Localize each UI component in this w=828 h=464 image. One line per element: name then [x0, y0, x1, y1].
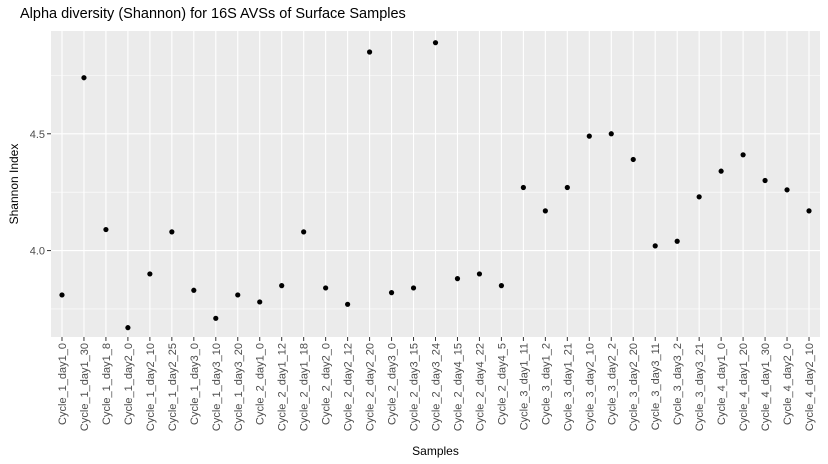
data-point: [806, 208, 812, 214]
data-point: [125, 325, 131, 331]
data-point: [191, 287, 197, 293]
y-tick-label: 4.5: [30, 129, 45, 141]
data-point: [564, 184, 570, 191]
data-point: [520, 184, 526, 191]
x-tick-label: Cycle_2_day4_22: [474, 343, 486, 431]
x-tick-label: Cycle_3_day3_11: [650, 343, 662, 430]
data-point: [454, 276, 461, 282]
x-tick-label: Cycle_2_day4_5: [496, 343, 508, 425]
data-points: [59, 40, 812, 331]
data-point: [235, 292, 241, 298]
x-tick-label: Cycle_3_day1_2: [540, 343, 552, 425]
data-point: [432, 40, 439, 46]
chart-title: Alpha diversity (Shannon) for 16S AVSs o…: [20, 6, 406, 22]
x-tick-label: Cycle_3_day1_11: [518, 343, 530, 430]
x-tick-label: Cycle_2_day1_18: [299, 343, 311, 431]
x-tick-label: Cycle_2_day3_24: [431, 343, 443, 431]
data-point: [147, 271, 153, 277]
data-point: [740, 152, 746, 158]
data-point: [674, 238, 680, 244]
x-tick-label: Cycle_3_day1_21: [562, 343, 574, 431]
x-axis: Cycle_1_day1_0 Cycle_1_day1_30 Cycle_1_day…: [57, 337, 816, 431]
data-point: [59, 292, 65, 298]
data-point: [652, 243, 658, 249]
x-tick-label: Cycle_1_day1_8: [101, 343, 113, 425]
data-point: [103, 226, 109, 233]
data-point: [630, 156, 636, 163]
data-point: [366, 49, 373, 55]
x-tick-label: Cycle_2_day3_0: [387, 343, 399, 425]
data-point: [410, 285, 417, 291]
data-point: [345, 301, 351, 307]
x-tick-label: Cycle_1_day3_0: [189, 343, 201, 425]
data-point: [81, 75, 87, 81]
x-tick-label: Cycle_2_day2_0: [321, 343, 333, 425]
data-point: [257, 299, 263, 305]
data-point: [586, 133, 592, 139]
data-point: [718, 168, 724, 174]
x-tick-label: Cycle_3_day2_2: [606, 343, 618, 425]
y-tick-label: 4.0: [30, 246, 45, 258]
data-point: [762, 177, 768, 184]
x-tick-label: Cycle_3_day3_2: [672, 343, 684, 425]
data-point: [279, 283, 285, 289]
x-axis-title: Samples: [412, 444, 459, 458]
x-tick-label: Cycle_2_day2_20: [365, 343, 377, 431]
grid-major: [51, 31, 820, 337]
x-tick-label: Cycle_2_day1_0: [255, 343, 267, 425]
x-tick-label: Cycle_1_day1_0: [57, 343, 69, 425]
x-tick-label: Cycle_2_day1_12: [277, 343, 289, 431]
x-tick-label: Cycle_4_day2_10: [804, 343, 816, 431]
x-tick-label: Cycle_2_day4_15: [452, 343, 464, 431]
x-tick-label: Cycle_1_day3_10: [211, 343, 223, 431]
data-point: [213, 315, 219, 321]
data-point: [388, 290, 395, 296]
x-tick-label: Cycle_1_day1_30: [79, 343, 91, 431]
x-tick-label: Cycle_3_day2_20: [628, 343, 640, 431]
x-tick-label: Cycle_1_day2_25: [167, 343, 179, 431]
data-point: [476, 271, 483, 277]
x-tick-label: Cycle_1_day2_10: [145, 343, 157, 431]
y-axis: 4.0 4.5: [30, 129, 51, 258]
y-axis-title: Shannon Index: [7, 144, 21, 225]
x-tick-label: Cycle_2_day2_12: [343, 343, 355, 431]
x-tick-label: Cycle_2_day3_15: [409, 343, 421, 431]
x-tick-label: Cycle_4_day1_20: [738, 343, 750, 431]
data-point: [608, 131, 614, 137]
x-tick-label: Cycle_3_day2_10: [584, 343, 596, 431]
data-point: [323, 285, 329, 291]
data-point: [784, 187, 790, 193]
x-tick-label: Cycle_3_day3_21: [694, 343, 706, 431]
data-point: [301, 229, 307, 235]
data-point: [169, 229, 175, 235]
x-tick-label: Cycle_4_day1_0: [716, 343, 728, 425]
x-tick-label: Cycle_4_day1_30: [760, 343, 772, 431]
x-tick-label: Cycle_4_day2_0: [782, 343, 794, 425]
data-point: [542, 208, 548, 214]
data-point: [498, 283, 505, 289]
data-point: [696, 194, 702, 200]
x-tick-label: Cycle_1_day2_0: [123, 343, 135, 425]
x-tick-label: Cycle_1_day3_20: [233, 343, 245, 431]
